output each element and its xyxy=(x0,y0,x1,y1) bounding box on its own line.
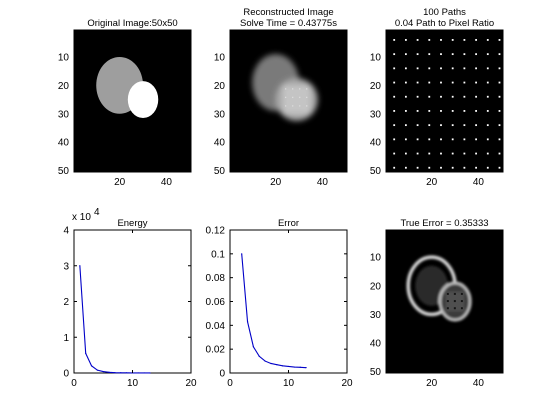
data-point xyxy=(247,321,248,322)
x-tick-label: 10 xyxy=(127,378,139,389)
y-tick-label: 30 xyxy=(370,109,382,120)
data-point xyxy=(288,366,289,367)
data-point xyxy=(97,370,98,371)
y-tick-label: 20 xyxy=(370,281,382,292)
data-point xyxy=(114,372,115,373)
y-tick-label: 10 xyxy=(370,253,382,264)
y-tick-label: 50 xyxy=(370,367,382,378)
y-tick-label: 0.06 xyxy=(206,297,226,308)
y-tick-label: 30 xyxy=(214,109,226,120)
data-point xyxy=(144,372,145,373)
y-tick-label: 0.08 xyxy=(206,273,226,284)
y-tick-label: 2 xyxy=(63,297,69,308)
data-point xyxy=(109,372,110,373)
data-point xyxy=(270,363,271,364)
x-tick-label: 0 xyxy=(71,378,77,389)
y-tick-label: 30 xyxy=(58,109,70,120)
y-tick-label: 4 xyxy=(63,226,69,237)
true-error-panel: 20 40 10 20 30 40 50 True Error = 0.35333 xyxy=(370,218,503,389)
y-tick-label: 50 xyxy=(214,166,226,177)
panel-title: Energy xyxy=(117,218,147,229)
y-tick-label: 0.1 xyxy=(211,249,225,260)
axes-frame xyxy=(74,230,191,373)
data-point xyxy=(79,265,80,266)
y-tick-label: 10 xyxy=(214,52,226,63)
panel-title: Solve Time = 0.43775s xyxy=(240,18,337,29)
data-point xyxy=(241,253,242,254)
data-point xyxy=(259,356,260,357)
x-tick-label: 20 xyxy=(426,378,438,389)
x-tick-label: 40 xyxy=(317,177,329,188)
x-tick-label: 20 xyxy=(114,177,126,188)
image-background xyxy=(386,30,503,172)
panel-title: 100 Paths xyxy=(423,7,466,18)
exponent-power: 4 xyxy=(94,207,100,218)
exponent-label: x 10 xyxy=(72,212,91,223)
x-tick-label: 40 xyxy=(473,378,485,389)
data-point xyxy=(300,367,301,368)
x-tick-label: 40 xyxy=(161,177,173,188)
y-tick-label: 0.04 xyxy=(206,321,226,332)
data-point xyxy=(305,367,306,368)
y-tick-label: 0.12 xyxy=(206,226,226,237)
data-point xyxy=(265,360,266,361)
y-tick-label: 30 xyxy=(370,310,382,321)
data-point xyxy=(138,372,139,373)
x-tick-label: 20 xyxy=(426,177,438,188)
y-tick-label: 20 xyxy=(58,81,70,92)
error-panel: 0 10 20 0 0.02 0.04 0.06 0.08 0.1 0.12 Error xyxy=(206,218,353,389)
original-panel: 20 40 10 20 30 40 50 Original Image:50x50 xyxy=(58,18,191,188)
data-point xyxy=(103,371,104,372)
panel-title: Error xyxy=(278,218,299,229)
y-tick-label: 20 xyxy=(214,81,226,92)
y-tick-label: 10 xyxy=(58,52,70,63)
y-tick-label: 40 xyxy=(370,138,382,149)
x-tick-label: 40 xyxy=(473,177,485,188)
y-tick-label: 0 xyxy=(219,369,225,380)
x-tick-label: 20 xyxy=(270,177,282,188)
panel-title: 0.04 Path to Pixel Ratio xyxy=(395,18,494,29)
energy-panel: 0 10 20 0 1 2 3 4x 10 4 Energy xyxy=(63,207,197,389)
data-point xyxy=(282,365,283,366)
x-tick-label: 0 xyxy=(227,378,233,389)
axes-frame xyxy=(230,230,347,373)
data-point xyxy=(120,372,121,373)
panel-title: True Error = 0.35333 xyxy=(400,218,488,229)
data-point xyxy=(85,353,86,354)
y-tick-label: 0 xyxy=(63,369,69,380)
white-region xyxy=(128,81,158,118)
y-tick-label: 50 xyxy=(370,166,382,177)
y-tick-label: 20 xyxy=(370,81,382,92)
data-point xyxy=(149,372,150,373)
y-tick-label: 1 xyxy=(63,333,69,344)
panel-title: Original Image:50x50 xyxy=(87,18,177,29)
y-tick-label: 40 xyxy=(214,138,226,149)
y-tick-label: 50 xyxy=(58,166,70,177)
y-tick-label: 10 xyxy=(370,52,382,63)
panel-title: Reconstructed Image xyxy=(243,7,333,18)
data-point xyxy=(276,364,277,365)
data-point xyxy=(91,365,92,366)
data-point xyxy=(253,346,254,347)
x-tick-label: 20 xyxy=(341,378,353,389)
data-point xyxy=(294,366,295,367)
data-point xyxy=(126,372,127,373)
y-tick-label: 40 xyxy=(370,338,382,349)
y-tick-label: 0.02 xyxy=(206,345,226,356)
y-tick-label: 3 xyxy=(63,261,69,272)
x-tick-label: 20 xyxy=(185,378,197,389)
x-tick-label: 10 xyxy=(283,378,295,389)
y-tick-label: 40 xyxy=(58,138,70,149)
